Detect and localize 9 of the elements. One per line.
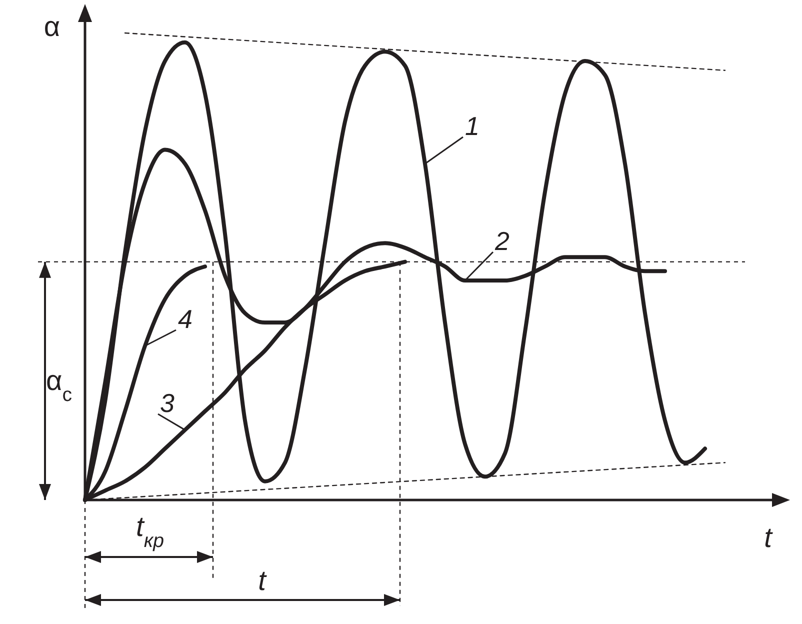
series-label: 1 [465,111,480,141]
x-axis-title: t [764,522,774,553]
series-label: 4 [178,304,192,334]
y-axis-title: α [44,11,60,42]
series-label: 3 [160,388,175,418]
text: t [258,565,268,596]
text: α$_{c}$ [46,365,72,406]
series-label: 2 [494,226,510,256]
text: t$_{кр}$ [136,511,164,552]
